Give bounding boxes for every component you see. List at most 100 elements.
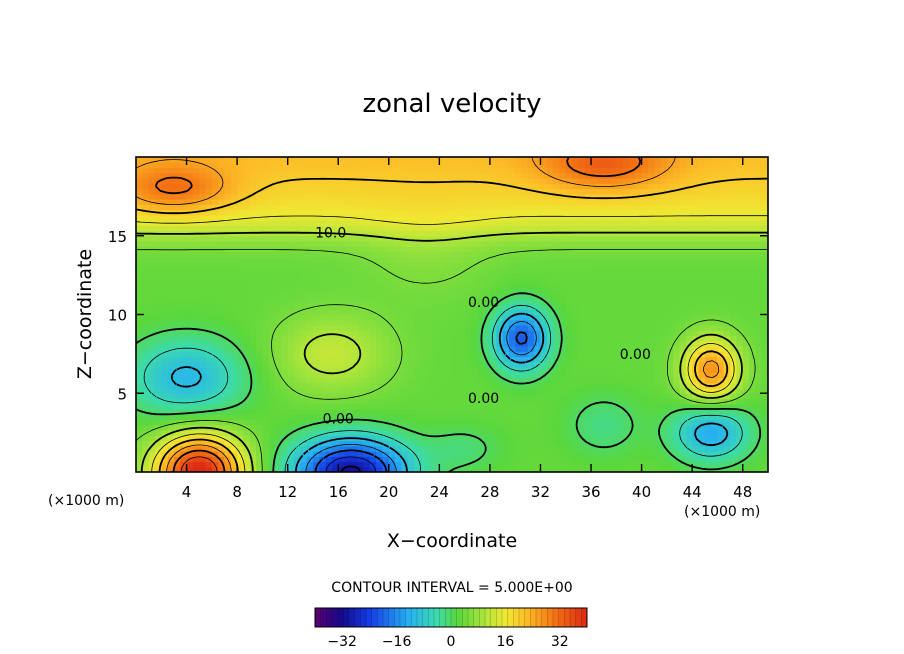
field-cell [584, 393, 592, 400]
field-cell [300, 414, 308, 421]
field-cell [192, 251, 200, 258]
field-cell [698, 414, 706, 421]
field-cell [761, 419, 768, 426]
field-cell [281, 430, 289, 436]
field-cell [388, 424, 396, 431]
field-cell [502, 319, 510, 326]
field-cell [452, 403, 459, 410]
field-cell [546, 288, 554, 295]
field-cell [483, 456, 491, 463]
field-cell [603, 262, 611, 268]
field-cell [167, 251, 175, 258]
field-cell [173, 430, 181, 436]
field-cell [262, 225, 270, 232]
field-cell [161, 272, 169, 279]
field-cell [350, 424, 358, 431]
field-cell [218, 346, 226, 352]
field-cell [407, 393, 415, 400]
field-cell [742, 346, 750, 352]
field-cell [243, 298, 251, 305]
field-cell [401, 277, 409, 284]
field-cell [742, 424, 750, 431]
field-cell [749, 340, 756, 347]
field-cell [508, 235, 516, 242]
field-cell [173, 293, 181, 300]
field-cell [515, 388, 523, 394]
field-cell [211, 398, 219, 405]
field-cell [401, 283, 409, 289]
field-cell [553, 398, 561, 405]
field-cell [489, 246, 497, 253]
field-cell [704, 256, 712, 263]
field-cell [224, 304, 232, 310]
field-cell [142, 298, 150, 305]
field-cell [546, 267, 554, 274]
field-cell [736, 419, 744, 426]
field-cell [730, 382, 737, 389]
field-cell [376, 393, 384, 400]
field-cell [584, 209, 592, 216]
field-cell [407, 430, 415, 436]
field-cell [439, 456, 447, 463]
field-cell [572, 251, 579, 258]
field-cell [414, 372, 421, 379]
field-cell [749, 267, 756, 274]
field-cell [736, 283, 744, 289]
field-cell [154, 367, 162, 373]
field-cell [477, 435, 485, 442]
field-cell [578, 445, 586, 452]
field-cell [584, 330, 592, 337]
field-cell [616, 430, 624, 436]
field-cell [369, 304, 377, 310]
field-cell [300, 382, 308, 389]
field-cell [230, 330, 238, 337]
field-cell [749, 456, 756, 463]
field-cell [312, 356, 320, 363]
field-cell [647, 304, 655, 310]
field-cell [660, 435, 668, 442]
field-cell [287, 409, 295, 415]
field-cell [749, 225, 756, 232]
field-cell [464, 267, 472, 274]
field-cell [603, 283, 611, 289]
field-cell [376, 356, 384, 363]
field-cell [300, 309, 308, 316]
field-cell [199, 330, 207, 337]
field-cell [401, 335, 409, 342]
field-cell [294, 424, 301, 431]
field-cell [338, 251, 346, 258]
field-cell [755, 298, 763, 305]
field-cell [527, 335, 535, 342]
field-cell [698, 377, 706, 384]
field-cell [749, 335, 756, 342]
field-cell [357, 319, 365, 326]
field-cell [281, 361, 289, 368]
field-cell [736, 293, 744, 300]
field-cell [148, 424, 156, 431]
field-cell [470, 325, 478, 331]
field-cell [742, 367, 750, 373]
field-cell [603, 403, 611, 410]
field-cell [230, 309, 238, 316]
field-cell [294, 272, 301, 279]
field-cell [458, 414, 466, 421]
field-cell [205, 225, 213, 232]
field-cell [338, 377, 346, 384]
field-cell [660, 445, 668, 452]
field-cell [755, 409, 763, 415]
field-cell [268, 361, 276, 368]
field-cell [534, 388, 542, 394]
field-cell [470, 393, 478, 400]
field-cell [426, 209, 434, 216]
field-cell [414, 340, 421, 347]
field-cell [610, 398, 617, 405]
field-cell [136, 251, 143, 258]
field-cell [218, 267, 226, 274]
field-cell [553, 209, 561, 216]
field-cell [445, 377, 453, 384]
field-cell [312, 372, 320, 379]
field-cell [180, 372, 188, 379]
field-cell [730, 456, 737, 463]
field-cell [641, 403, 649, 410]
field-cell [565, 461, 573, 468]
